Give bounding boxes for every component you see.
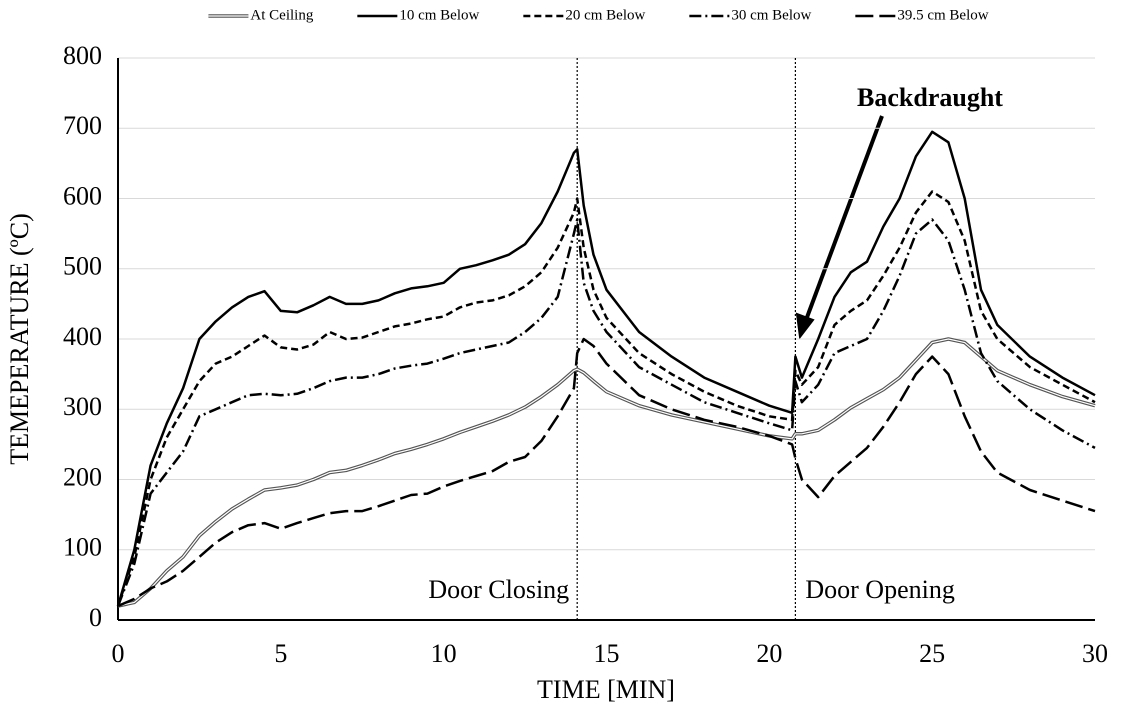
y-tick-label: 400: [63, 322, 102, 351]
y-tick-label: 100: [63, 533, 102, 562]
x-tick-label: 10: [431, 639, 457, 668]
legend-label: 10 cm Below: [399, 7, 479, 23]
legend-label: 39.5 cm Below: [897, 7, 988, 23]
series-line-inner: [117, 338, 1096, 607]
y-axis-title: TEMEPERATURE (ºC): [5, 213, 34, 464]
annotation: Backdraught: [857, 83, 1003, 112]
arrow-head: [795, 312, 815, 340]
event-label: Door Closing: [428, 575, 569, 604]
series-line: [117, 337, 1096, 608]
x-tick-label: 0: [112, 639, 125, 668]
x-tick-label: 15: [594, 639, 620, 668]
x-tick-label: 5: [274, 639, 287, 668]
y-tick-label: 500: [63, 252, 102, 281]
x-tick-label: 25: [919, 639, 945, 668]
series-line: [116, 190, 1096, 607]
legend-label: 20 cm Below: [565, 7, 645, 23]
legend-label: At Ceiling: [250, 7, 313, 23]
event-label: Door Opening: [805, 575, 954, 604]
series-line: [116, 130, 1096, 607]
y-tick-label: 0: [89, 603, 102, 632]
series-line: [117, 337, 1096, 608]
annotation-arrow: [804, 115, 884, 321]
legend: At Ceiling 10 cm Below 20 cm Below 30 cm Be…: [208, 7, 989, 23]
x-axis-title: TIME [MIN]: [537, 675, 675, 704]
y-tick-label: 200: [63, 462, 102, 491]
y-tick-label: 300: [63, 392, 102, 421]
y-tick-label: 800: [63, 41, 102, 70]
series-line: [116, 218, 1096, 607]
x-tick-label: 20: [756, 639, 782, 668]
y-tick-label: 600: [63, 181, 102, 210]
y-tick-label: 700: [63, 111, 102, 140]
x-tick-label: 30: [1082, 639, 1108, 668]
legend-label: 30 cm Below: [731, 7, 811, 23]
